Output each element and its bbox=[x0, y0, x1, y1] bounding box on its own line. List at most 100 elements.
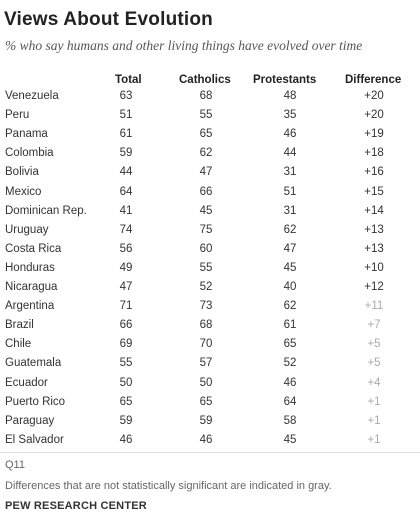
country-cell: Guatemala bbox=[5, 357, 62, 370]
protestants-cell: 45 bbox=[283, 433, 297, 446]
table-row: Peru 51 55 35 +20 bbox=[0, 107, 420, 126]
difference-cell: +13 bbox=[364, 223, 384, 236]
protestants-cell: 44 bbox=[283, 147, 297, 160]
header-catholics: Catholics bbox=[179, 74, 231, 86]
table-row: Uruguay 74 75 62 +13 bbox=[0, 222, 420, 241]
table-row: Honduras 49 55 45 +10 bbox=[0, 260, 420, 279]
protestants-cell: 65 bbox=[283, 338, 297, 351]
country-cell: Venezuela bbox=[5, 90, 59, 102]
catholics-cell: 55 bbox=[199, 109, 213, 122]
difference-cell: +13 bbox=[364, 242, 384, 255]
difference-cell: +20 bbox=[364, 90, 384, 102]
table-row: Argentina 71 73 62 +11 bbox=[0, 298, 420, 317]
table-row: Venezuela 63 68 48 +20 bbox=[0, 88, 420, 107]
total-cell: 71 bbox=[119, 300, 133, 313]
protestants-cell: 45 bbox=[283, 261, 297, 274]
catholics-cell: 55 bbox=[199, 261, 213, 274]
country-cell: Paraguay bbox=[5, 414, 55, 427]
protestants-cell: 51 bbox=[283, 185, 297, 198]
country-cell: Honduras bbox=[5, 261, 55, 274]
table-row: Puerto Rico 65 65 64 +1 bbox=[0, 394, 420, 413]
table-row: Bolivia 44 47 31 +16 bbox=[0, 164, 420, 183]
difference-cell: +18 bbox=[364, 147, 384, 160]
country-cell: Ecuador bbox=[5, 376, 48, 389]
table-row: Panama 61 65 46 +19 bbox=[0, 126, 420, 145]
country-cell: Nicaragua bbox=[5, 281, 58, 293]
table-row: Brazil 66 68 61 +7 bbox=[0, 317, 420, 336]
difference-cell: +20 bbox=[364, 109, 384, 122]
total-cell: 49 bbox=[119, 261, 133, 274]
difference-cell: +15 bbox=[364, 185, 384, 198]
catholics-cell: 65 bbox=[199, 395, 213, 408]
header-protestants: Protestants bbox=[253, 74, 317, 86]
protestants-cell: 35 bbox=[283, 109, 297, 122]
significance-note: Differences that are not statistically s… bbox=[5, 480, 332, 492]
difference-cell: +5 bbox=[367, 357, 381, 370]
table-row: Costa Rica 56 60 47 +13 bbox=[0, 241, 420, 260]
source-credit: PEW RESEARCH CENTER bbox=[5, 500, 147, 512]
catholics-cell: 57 bbox=[199, 357, 213, 370]
country-cell: Dominican Rep. bbox=[5, 204, 87, 217]
catholics-cell: 70 bbox=[199, 338, 213, 351]
catholics-cell: 62 bbox=[199, 147, 213, 160]
catholics-cell: 68 bbox=[199, 90, 213, 102]
country-cell: Panama bbox=[5, 128, 48, 141]
protestants-cell: 46 bbox=[283, 128, 297, 141]
page-subtitle: % who say humans and other living things… bbox=[5, 38, 363, 53]
protestants-cell: 62 bbox=[283, 300, 297, 313]
country-cell: Colombia bbox=[5, 147, 54, 160]
protestants-cell: 46 bbox=[283, 376, 297, 389]
total-cell: 51 bbox=[119, 109, 133, 122]
difference-cell: +5 bbox=[367, 338, 381, 351]
difference-cell: +19 bbox=[364, 128, 384, 141]
catholics-cell: 47 bbox=[199, 166, 213, 179]
catholics-cell: 52 bbox=[199, 281, 213, 293]
total-cell: 44 bbox=[119, 166, 133, 179]
header-total: Total bbox=[115, 74, 142, 86]
protestants-cell: 31 bbox=[283, 204, 297, 217]
total-cell: 69 bbox=[119, 338, 133, 351]
catholics-cell: 45 bbox=[199, 204, 213, 217]
total-cell: 55 bbox=[119, 357, 133, 370]
catholics-cell: 66 bbox=[199, 185, 213, 198]
question-id: Q11 bbox=[5, 459, 25, 471]
protestants-cell: 31 bbox=[283, 166, 297, 179]
total-cell: 59 bbox=[119, 147, 133, 160]
table-row: Paraguay 59 59 58 +1 bbox=[0, 413, 420, 432]
difference-cell: +16 bbox=[364, 166, 384, 179]
total-cell: 61 bbox=[119, 128, 133, 141]
table-row: Nicaragua 47 52 40 +12 bbox=[0, 279, 420, 298]
country-cell: Argentina bbox=[5, 300, 55, 313]
catholics-cell: 75 bbox=[199, 223, 213, 236]
table-row: El Salvador 46 46 45 +1 bbox=[0, 432, 420, 451]
catholics-cell: 65 bbox=[199, 128, 213, 141]
protestants-cell: 61 bbox=[283, 319, 297, 332]
difference-cell: +14 bbox=[364, 204, 384, 217]
table-row: Guatemala 55 57 52 +5 bbox=[0, 355, 420, 374]
country-cell: Puerto Rico bbox=[5, 395, 66, 408]
footer-divider bbox=[0, 452, 420, 453]
difference-cell: +10 bbox=[364, 261, 384, 274]
difference-cell: +1 bbox=[367, 395, 381, 408]
protestants-cell: 62 bbox=[283, 223, 297, 236]
table-row: Colombia 59 62 44 +18 bbox=[0, 145, 420, 164]
difference-cell: +1 bbox=[367, 414, 381, 427]
catholics-cell: 46 bbox=[199, 433, 213, 446]
difference-cell: +11 bbox=[364, 300, 384, 313]
total-cell: 59 bbox=[119, 414, 133, 427]
difference-cell: +1 bbox=[367, 433, 381, 446]
total-cell: 41 bbox=[119, 204, 133, 217]
country-cell: Mexico bbox=[5, 185, 42, 198]
country-cell: Bolivia bbox=[5, 166, 39, 179]
total-cell: 50 bbox=[119, 376, 133, 389]
country-cell: Brazil bbox=[5, 319, 34, 332]
total-cell: 56 bbox=[119, 242, 133, 255]
total-cell: 74 bbox=[119, 223, 133, 236]
table-row: Mexico 64 66 51 +15 bbox=[0, 184, 420, 203]
total-cell: 65 bbox=[119, 395, 133, 408]
protestants-cell: 47 bbox=[283, 242, 297, 255]
protestants-cell: 48 bbox=[283, 90, 297, 102]
total-cell: 63 bbox=[119, 90, 133, 102]
catholics-cell: 68 bbox=[199, 319, 213, 332]
country-cell: Chile bbox=[5, 338, 32, 351]
